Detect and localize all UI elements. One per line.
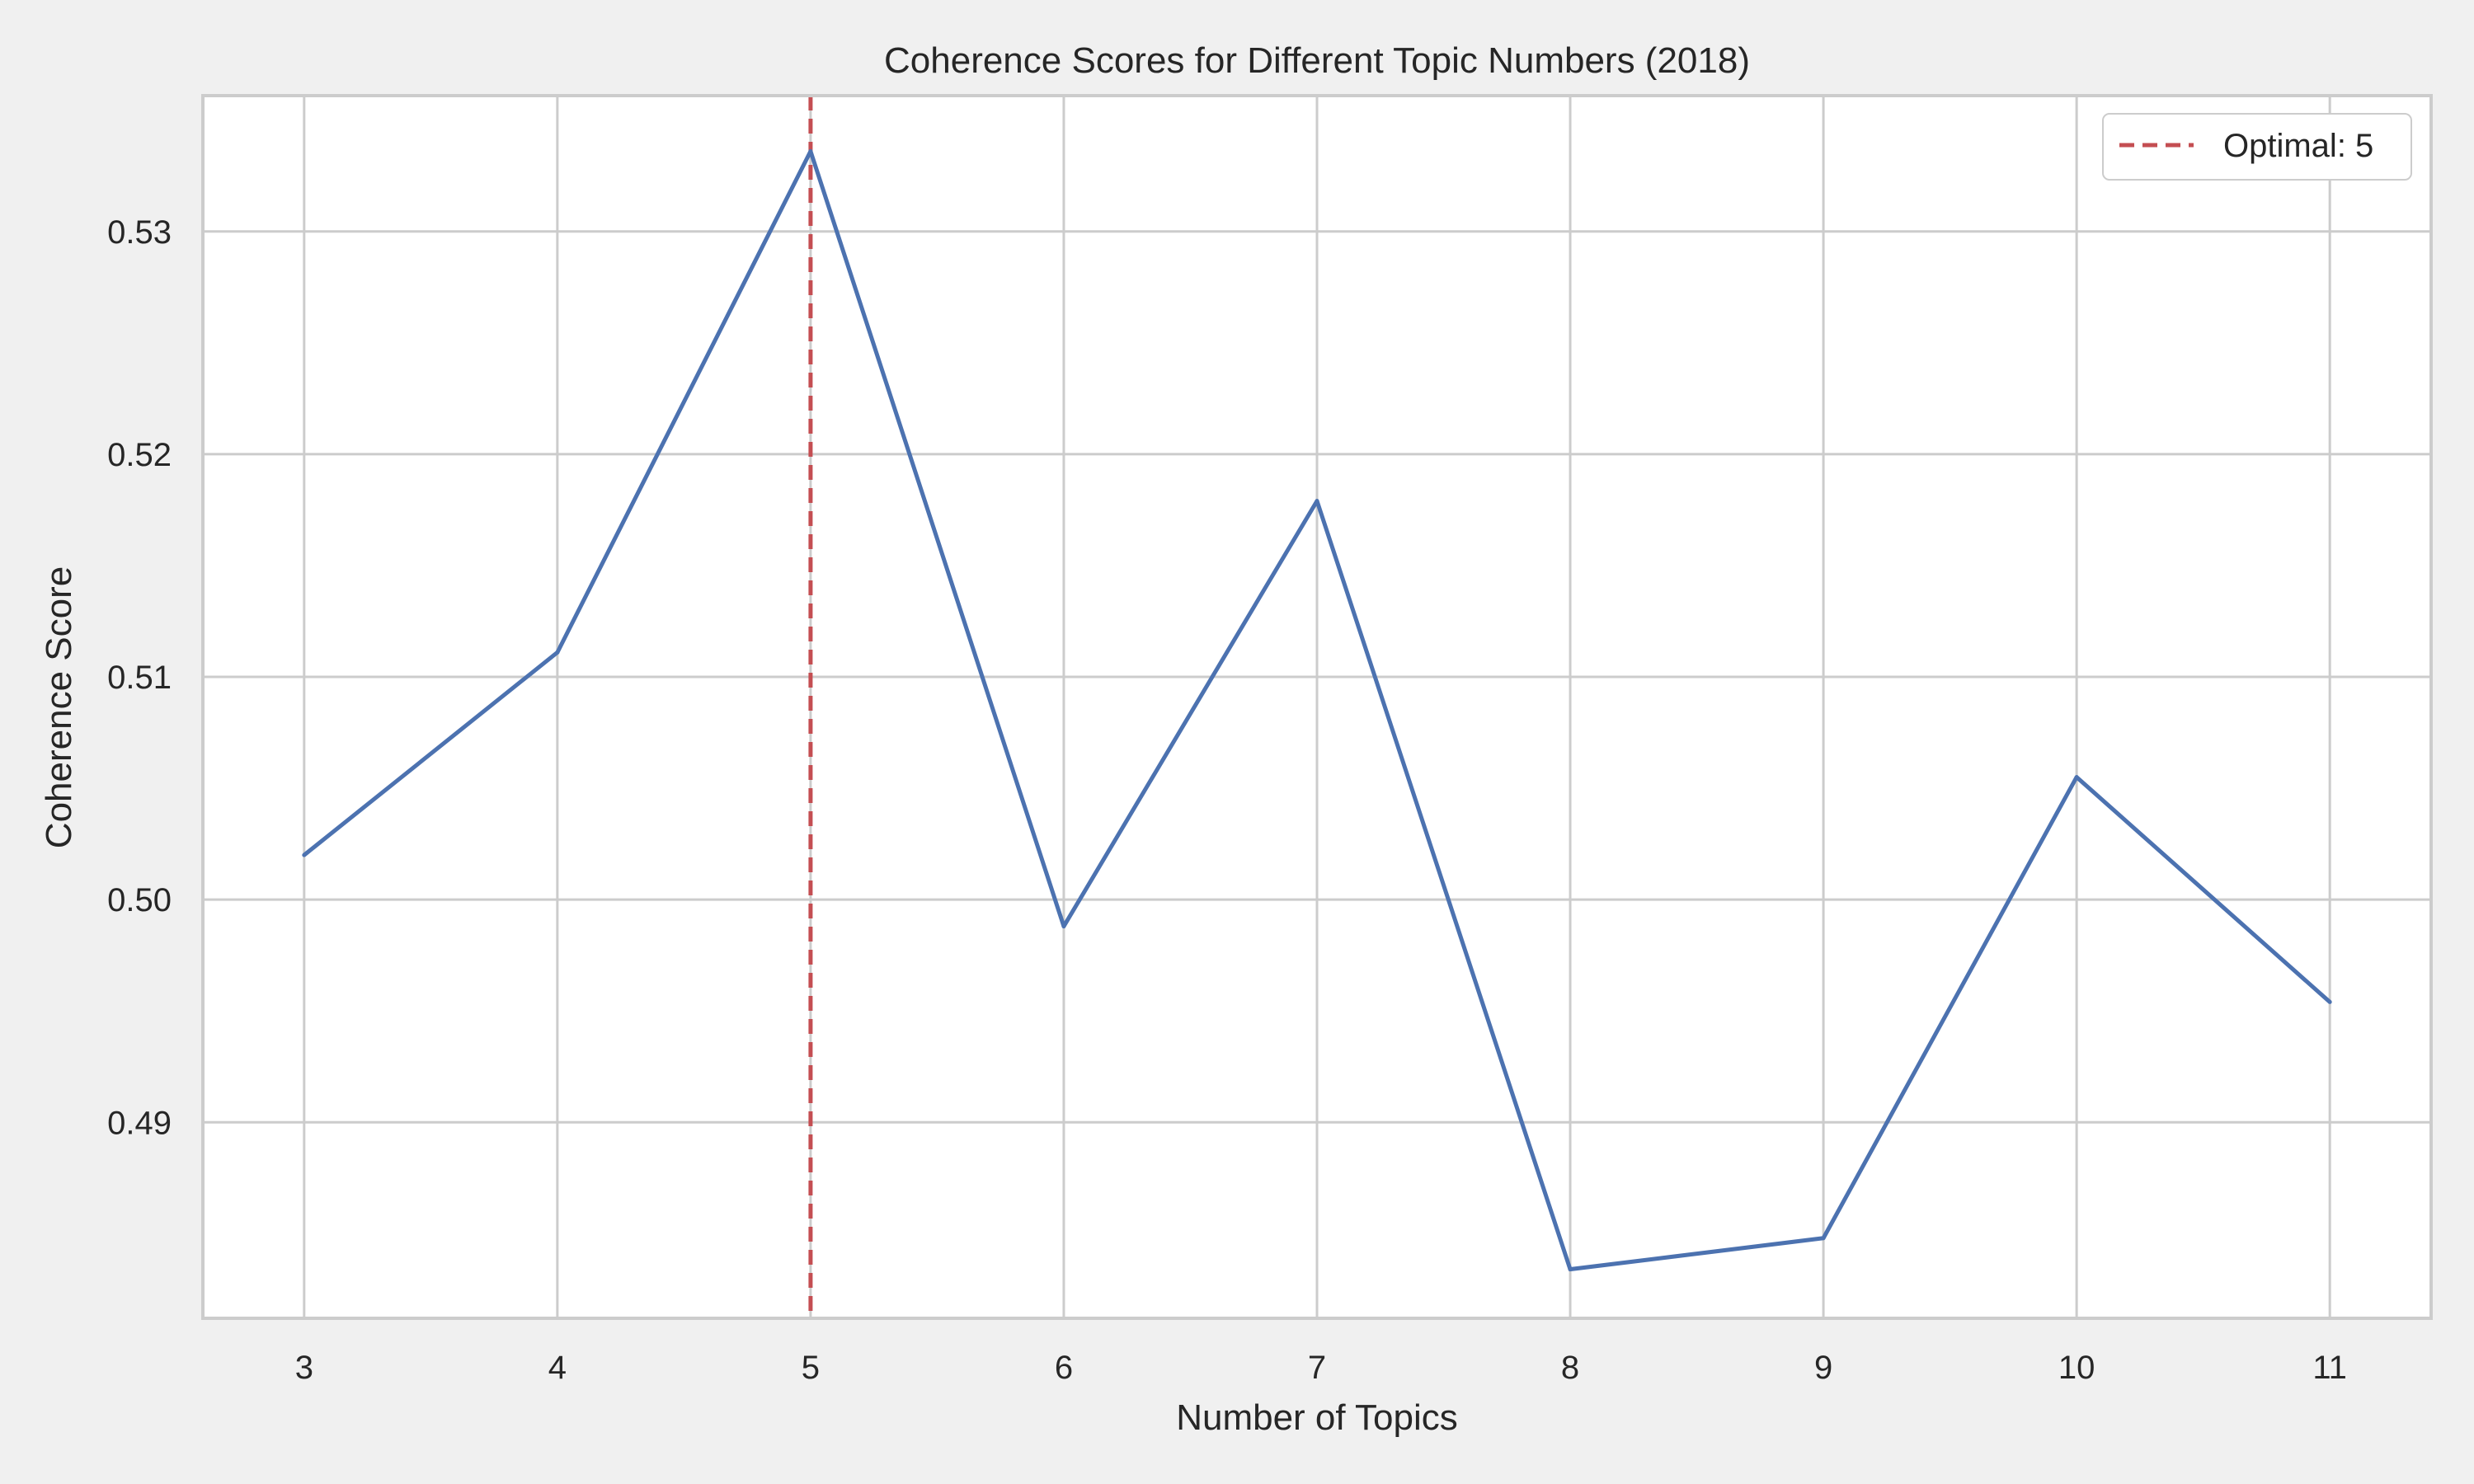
plot-frame — [201, 94, 2433, 1320]
x-tick-label: 7 — [1308, 1350, 1326, 1386]
legend-label: Optimal: 5 — [2223, 128, 2373, 164]
y-tick-label: 0.53 — [107, 214, 172, 251]
series-layer — [302, 149, 2332, 1272]
x-tick-label: 3 — [295, 1350, 313, 1386]
x-tick-label: 5 — [802, 1350, 820, 1386]
y-tick-label: 0.50 — [107, 882, 172, 918]
data-point — [808, 149, 813, 154]
data-point — [2327, 999, 2332, 1004]
data-point — [2074, 775, 2079, 780]
y-tick-label: 0.49 — [107, 1105, 172, 1141]
legend-box — [2102, 113, 2412, 181]
data-point — [302, 852, 307, 857]
x-axis-ticks: 3 4 5 6 7 8 9 10 11 — [295, 1350, 2347, 1386]
data-point — [1061, 924, 1066, 929]
data-point — [1315, 499, 1319, 504]
x-tick-label: 4 — [548, 1350, 567, 1386]
y-axis-label: Coherence Score — [39, 566, 79, 848]
x-tick-label: 10 — [2058, 1350, 2095, 1386]
x-tick-label: 11 — [2312, 1350, 2347, 1386]
chart-title: Coherence Scores for Different Topic Num… — [884, 40, 1750, 81]
y-axis-ticks: 0.49 0.50 0.51 0.52 0.53 — [107, 214, 172, 1142]
x-tick-label: 6 — [1055, 1350, 1073, 1386]
y-tick-label: 0.51 — [107, 660, 172, 696]
data-point — [1568, 1267, 1573, 1272]
x-tick-label: 8 — [1561, 1350, 1579, 1386]
data-point — [1821, 1236, 1826, 1241]
y-tick-label: 0.52 — [107, 437, 172, 473]
data-point — [555, 650, 560, 655]
x-axis-label: Number of Topics — [1176, 1397, 1458, 1438]
x-tick-label: 9 — [1814, 1350, 1832, 1386]
legend: Optimal: 5 — [2102, 113, 2412, 181]
